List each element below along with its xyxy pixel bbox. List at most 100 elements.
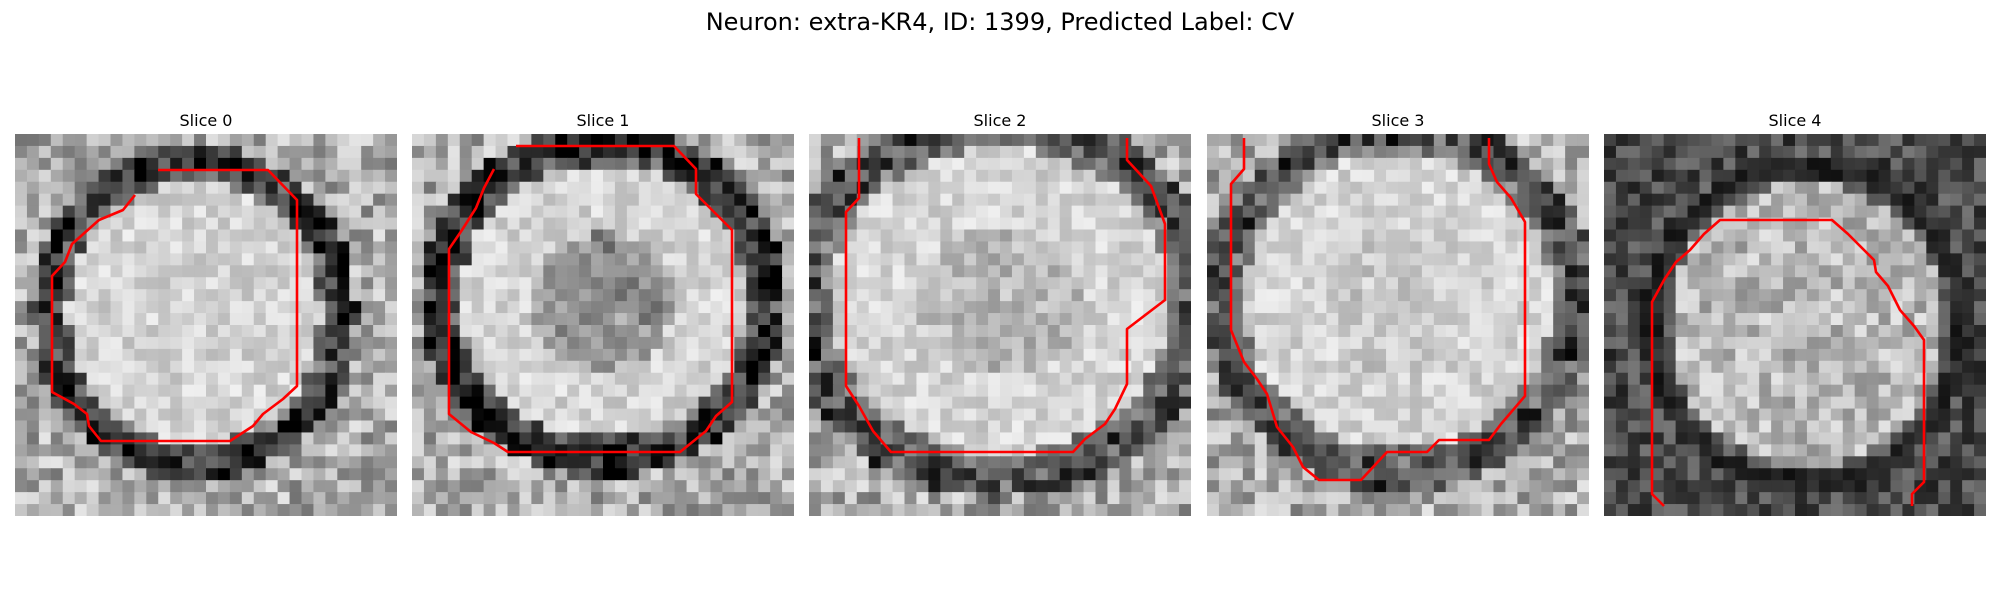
pixel (1207, 134, 1220, 147)
pixel (710, 396, 723, 410)
pixel (1604, 134, 1617, 147)
pixel (361, 301, 374, 314)
pixel (412, 229, 425, 243)
pixel (1278, 253, 1292, 266)
pixel (1095, 169, 1109, 183)
pixel (710, 241, 723, 254)
pixel (603, 348, 616, 362)
pixel (1230, 396, 1244, 410)
pixel (1409, 372, 1423, 386)
pixel (1577, 336, 1589, 350)
pixel (110, 360, 124, 374)
pixel (1481, 504, 1495, 516)
pixel (782, 265, 794, 278)
pixel (98, 420, 112, 434)
pixel (1878, 241, 1892, 254)
pixel (1143, 277, 1156, 290)
pixel (158, 348, 171, 362)
pixel (1663, 360, 1677, 374)
pixel (122, 181, 135, 195)
pixel (361, 468, 374, 481)
pixel (964, 181, 977, 195)
pixel (626, 157, 640, 171)
pixel (964, 205, 977, 219)
pixel (1735, 420, 1748, 434)
pixel (662, 408, 676, 422)
pixel (110, 504, 124, 516)
pixel (337, 277, 350, 290)
pixel (1795, 325, 1808, 338)
pixel (603, 480, 616, 493)
pixel (1278, 217, 1292, 231)
pixel (1783, 420, 1796, 434)
pixel (1747, 169, 1760, 183)
pixel (301, 217, 315, 231)
pixel (1541, 217, 1554, 231)
pixel (1338, 372, 1351, 386)
pixel (253, 217, 267, 231)
pixel (531, 205, 544, 219)
pixel (1687, 432, 1701, 445)
pixel (1854, 169, 1868, 183)
pixel (86, 480, 100, 493)
pixel (1675, 229, 1689, 243)
pixel (964, 289, 977, 302)
pixel (1035, 193, 1049, 207)
pixel (325, 384, 338, 398)
pixel (1493, 372, 1507, 386)
pixel (650, 396, 664, 410)
pixel (1517, 157, 1530, 171)
pixel (158, 313, 171, 326)
pixel (531, 265, 544, 278)
pixel (1131, 289, 1144, 302)
pixel (1639, 289, 1653, 302)
pixel (1167, 301, 1180, 314)
pixel (1735, 169, 1748, 183)
pixel (26, 217, 40, 231)
pixel (1663, 253, 1677, 266)
pixel (555, 504, 568, 516)
pixel (325, 157, 338, 171)
pixel (1675, 396, 1689, 410)
pixel (349, 408, 362, 422)
pixel (134, 217, 147, 231)
pixel (892, 169, 906, 183)
pixel (880, 408, 894, 422)
pixel (1795, 348, 1808, 362)
pixel (1505, 169, 1518, 183)
pixel (495, 408, 509, 422)
pixel (1938, 372, 1951, 386)
pixel (229, 420, 243, 434)
pixel (770, 456, 783, 469)
pixel (1218, 265, 1232, 278)
pixel (1386, 169, 1399, 183)
pixel (820, 432, 834, 445)
pixel (1493, 336, 1507, 350)
pixel (1759, 408, 1772, 422)
pixel (1083, 181, 1097, 195)
pixel (1866, 325, 1880, 338)
pixel (62, 277, 76, 290)
pixel (555, 193, 568, 207)
pixel (1278, 134, 1292, 147)
pixel (1565, 313, 1578, 326)
pixel (423, 145, 437, 159)
pixel (1604, 420, 1617, 434)
pixel (38, 253, 52, 266)
pixel (1362, 193, 1375, 207)
pixel (1143, 193, 1156, 207)
pixel (603, 193, 616, 207)
pixel (904, 348, 918, 362)
pixel (868, 241, 882, 254)
pixel (1505, 145, 1518, 159)
pixel (241, 372, 255, 386)
pixel (1541, 301, 1554, 314)
pixel (916, 289, 929, 302)
pixel (1565, 205, 1578, 219)
pixel (507, 456, 521, 469)
pixel (1083, 325, 1097, 338)
pixel (1000, 265, 1013, 278)
pixel (507, 169, 521, 183)
pixel (1687, 325, 1701, 338)
pixel (158, 325, 171, 338)
